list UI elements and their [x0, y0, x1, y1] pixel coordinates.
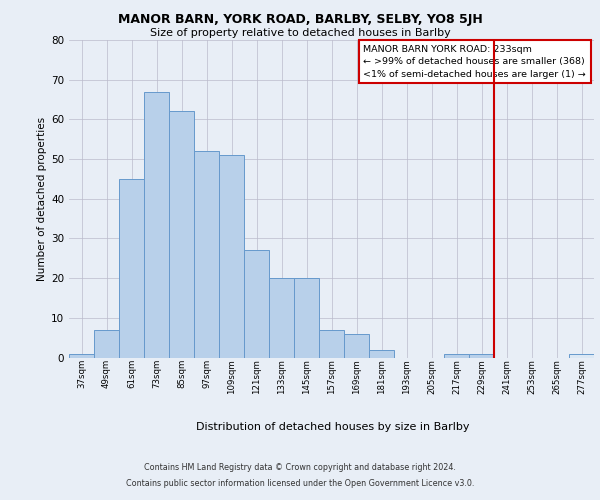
Bar [344, 334, 369, 357]
Bar [69, 354, 94, 358]
Text: Size of property relative to detached houses in Barlby: Size of property relative to detached ho… [149, 28, 451, 38]
Bar [94, 330, 119, 357]
Bar [569, 354, 594, 358]
Bar [119, 179, 144, 358]
Bar [169, 112, 194, 358]
Y-axis label: Number of detached properties: Number of detached properties [37, 116, 47, 281]
Bar [369, 350, 394, 358]
Bar [319, 330, 344, 357]
Bar [219, 155, 244, 358]
Bar [444, 354, 469, 358]
Bar [269, 278, 294, 357]
Bar [144, 92, 169, 358]
Bar [294, 278, 319, 357]
Text: Contains public sector information licensed under the Open Government Licence v3: Contains public sector information licen… [126, 478, 474, 488]
Bar [469, 354, 494, 358]
Bar [244, 250, 269, 358]
Text: MANOR BARN, YORK ROAD, BARLBY, SELBY, YO8 5JH: MANOR BARN, YORK ROAD, BARLBY, SELBY, YO… [118, 12, 482, 26]
Text: Contains HM Land Registry data © Crown copyright and database right 2024.: Contains HM Land Registry data © Crown c… [144, 464, 456, 472]
Text: Distribution of detached houses by size in Barlby: Distribution of detached houses by size … [196, 422, 470, 432]
Bar [194, 151, 219, 358]
Text: MANOR BARN YORK ROAD: 233sqm
← >99% of detached houses are smaller (368)
<1% of : MANOR BARN YORK ROAD: 233sqm ← >99% of d… [364, 45, 586, 79]
